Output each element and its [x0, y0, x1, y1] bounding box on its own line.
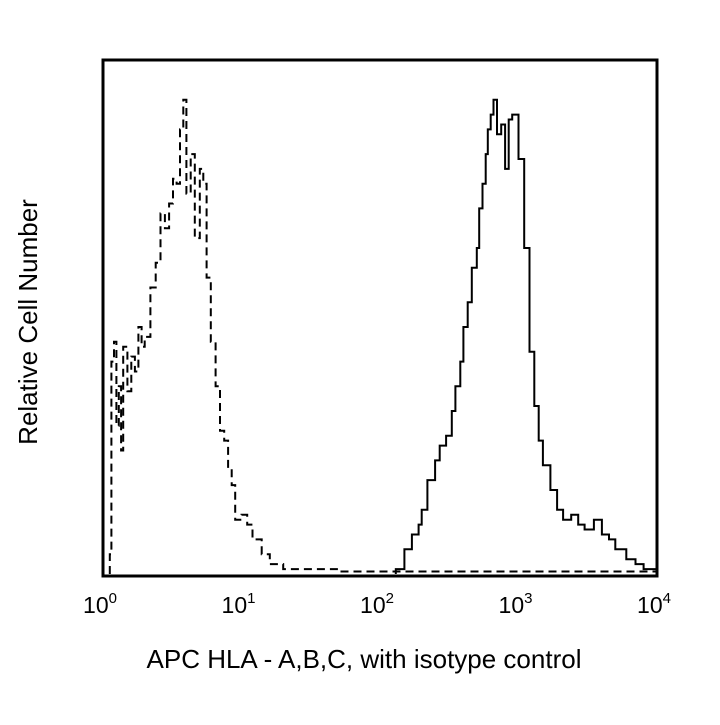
x-tick-base: 10	[222, 592, 248, 618]
x-axis-ticks: 100 101 102 103 104	[83, 590, 671, 618]
plot-frame	[101, 58, 659, 578]
y-axis-title: Relative Cell Number	[13, 199, 43, 445]
x-tick-exponent: 4	[663, 590, 671, 607]
x-tick-base: 10	[83, 592, 109, 618]
hla-abc-histogram	[394, 98, 658, 574]
x-tick-base: 10	[637, 592, 663, 618]
x-tick-label: 100	[83, 590, 117, 618]
x-axis-title: APC HLA - A,B,C, with isotype control	[147, 644, 582, 674]
x-tick-label: 103	[499, 590, 533, 618]
x-tick-base: 10	[499, 592, 525, 618]
x-tick-exponent: 1	[247, 590, 255, 607]
x-tick-label: 104	[637, 590, 671, 618]
x-tick-label: 101	[222, 590, 256, 618]
x-tick-exponent: 3	[524, 590, 532, 607]
series-layer	[108, 98, 658, 574]
x-tick-base: 10	[360, 592, 386, 618]
x-tick-label: 102	[360, 590, 394, 618]
x-tick-exponent: 0	[109, 590, 117, 607]
x-tick-exponent: 2	[386, 590, 394, 607]
isotype-control-histogram	[108, 98, 657, 574]
